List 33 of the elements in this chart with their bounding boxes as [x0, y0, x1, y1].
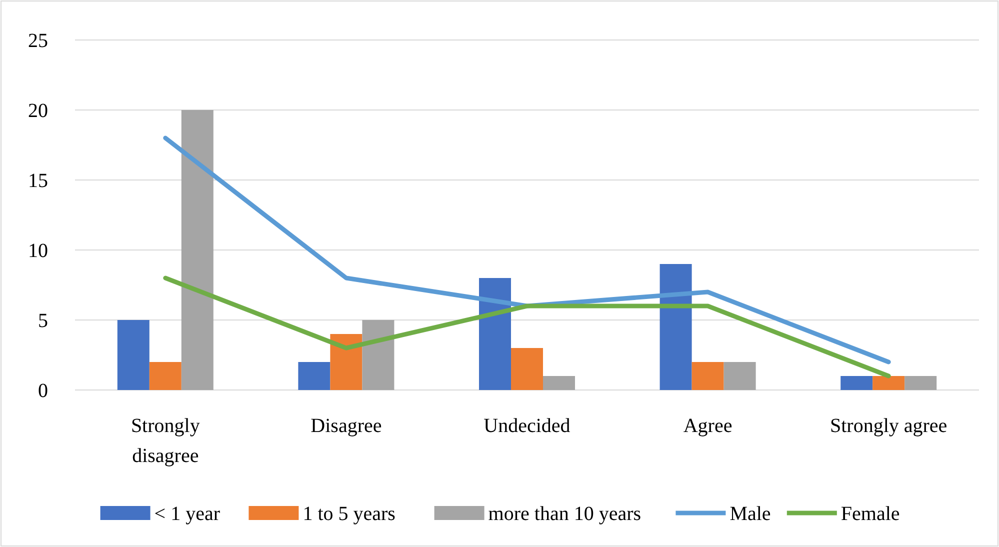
x-tick-label: Disagree — [310, 415, 382, 437]
x-tick-label: Strongly disagree — [130, 415, 200, 467]
bar — [149, 362, 182, 390]
x-tick-label: Strongly agree — [830, 415, 948, 437]
legend-label: < 1 year — [154, 503, 220, 525]
legend-label: more than 10 years — [488, 503, 642, 525]
y-tick-label: 5 — [38, 310, 48, 332]
bar — [511, 348, 543, 390]
bar — [117, 320, 150, 390]
y-tick-label: 10 — [28, 240, 48, 262]
bar — [543, 376, 576, 390]
bar — [904, 376, 937, 390]
line-series — [163, 136, 891, 364]
bar — [181, 110, 214, 390]
legend-label: Female — [840, 503, 900, 525]
y-tick-label: 15 — [28, 170, 48, 192]
x-tick-label: Agree — [683, 415, 732, 437]
y-tick-label: 25 — [28, 30, 48, 52]
x-tick-label: Undecided — [484, 415, 570, 437]
bar — [840, 376, 873, 390]
bar — [298, 362, 330, 390]
bar — [479, 278, 511, 390]
bar — [660, 264, 692, 390]
legend-label: Male — [730, 503, 771, 525]
bar — [362, 320, 394, 390]
bar — [872, 376, 905, 390]
legend-label: 1 to 5 years — [302, 503, 396, 525]
bar — [330, 334, 362, 390]
bar — [724, 362, 756, 390]
y-tick-label: 0 — [38, 380, 48, 402]
y-tick-label: 20 — [28, 100, 48, 122]
line-series — [163, 276, 891, 378]
bar — [692, 362, 724, 390]
